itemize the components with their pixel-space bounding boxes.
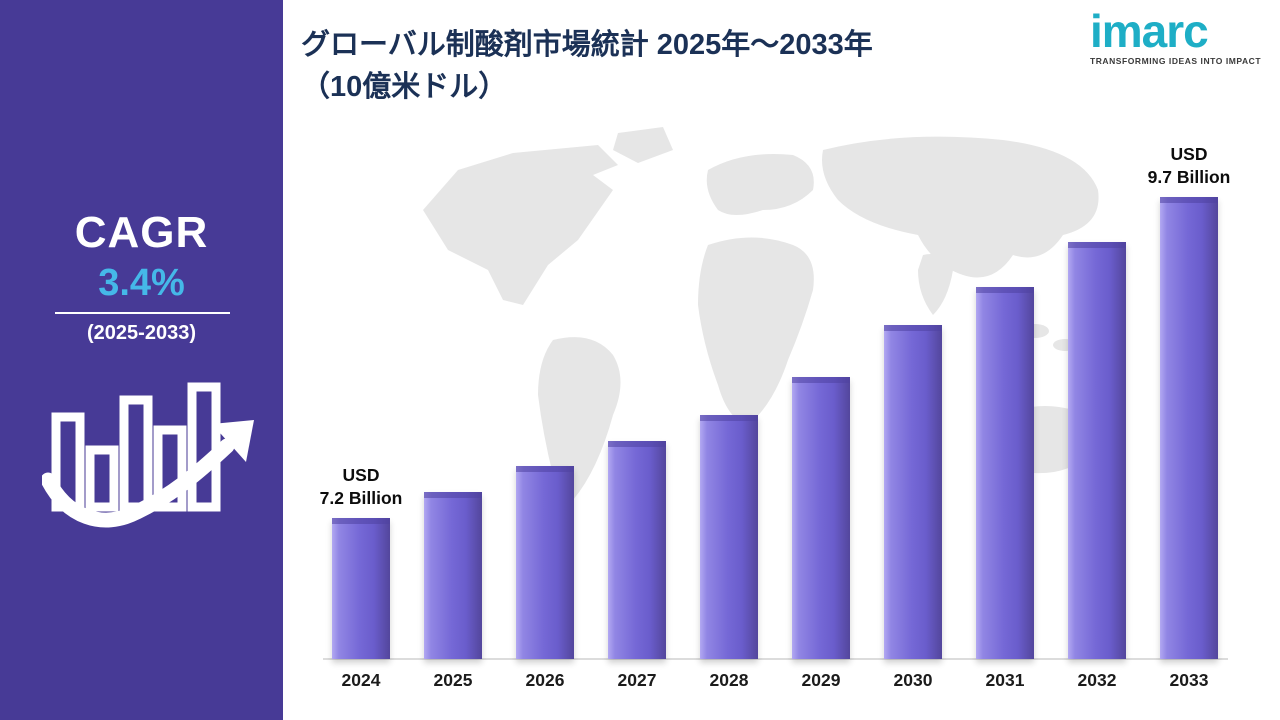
bar-2028 xyxy=(700,415,758,659)
world-map-background xyxy=(423,127,1099,503)
cagr-label: CAGR xyxy=(74,208,209,257)
bar-column-2027: 2027 xyxy=(608,441,666,692)
bar-2025 xyxy=(424,492,482,659)
bar-column-2025: 2025 xyxy=(424,492,482,692)
cagr-value: 3.4% xyxy=(98,262,185,304)
x-axis-baseline xyxy=(323,658,1228,660)
x-tick-2029: 2029 xyxy=(801,670,841,690)
x-tick-2024: 2024 xyxy=(341,670,381,690)
cagr-divider xyxy=(55,312,230,314)
bar-column-2026: 2026 xyxy=(516,466,574,692)
bar-column-2030: 2030 xyxy=(884,325,942,692)
chart-area: グローバル制酸剤市場統計 2025年～2033年 （10億米ドル） imarc … xyxy=(283,0,1280,720)
bar-2024 xyxy=(332,518,390,659)
x-tick-2027: 2027 xyxy=(617,670,657,690)
imarc-logo-wordmark: imarc xyxy=(1090,5,1209,57)
x-tick-2031: 2031 xyxy=(985,670,1025,690)
x-tick-2033: 2033 xyxy=(1169,670,1209,690)
bar-2027 xyxy=(608,441,666,659)
cagr-sidebar: CAGR 3.4% (2025-2033) xyxy=(0,0,283,720)
cagr-period: (2025-2033) xyxy=(87,322,196,344)
bar-2033 xyxy=(1160,197,1218,659)
growth-chart-icon xyxy=(42,382,254,528)
bar-value-label-2024: USD 7.2 Billion xyxy=(319,464,403,509)
bar-2029 xyxy=(792,377,850,659)
bar-column-2024: USD 7.2 Billion 2024 xyxy=(320,464,403,692)
bars-row: USD 7.2 Billion 2024 2025 2026 2027 2028 2029 20… xyxy=(320,143,1231,692)
x-tick-2028: 2028 xyxy=(709,670,749,690)
x-tick-2032: 2032 xyxy=(1077,670,1117,690)
bar-column-2031: 2031 xyxy=(976,287,1034,692)
x-tick-2030: 2030 xyxy=(893,670,933,690)
bar-column-2029: 2029 xyxy=(792,377,850,692)
bar-2030 xyxy=(884,325,942,659)
bar-2026 xyxy=(516,466,574,659)
chart-title-line2: （10億米ドル） xyxy=(301,71,508,104)
bar-column-2033: USD 9.7 Billion 2033 xyxy=(1148,143,1231,692)
bar-column-2032: 2032 xyxy=(1068,242,1126,692)
x-tick-2026: 2026 xyxy=(525,670,565,690)
bar-value-label-2033: USD 9.7 Billion xyxy=(1147,143,1231,188)
chart-title: グローバル制酸剤市場統計 2025年～2033年 （10億米ドル） xyxy=(301,24,873,108)
x-tick-2025: 2025 xyxy=(433,670,473,690)
bar-2032 xyxy=(1068,242,1126,659)
imarc-logo: imarc TRANSFORMING IDEAS INTO IMPACT xyxy=(1090,8,1262,66)
bar-column-2028: 2028 xyxy=(700,415,758,692)
chart-title-line1: グローバル制酸剤市場統計 2025年～2033年 xyxy=(301,29,873,61)
bar-2031 xyxy=(976,287,1034,659)
imarc-logo-tagline: TRANSFORMING IDEAS INTO IMPACT xyxy=(1090,56,1262,66)
